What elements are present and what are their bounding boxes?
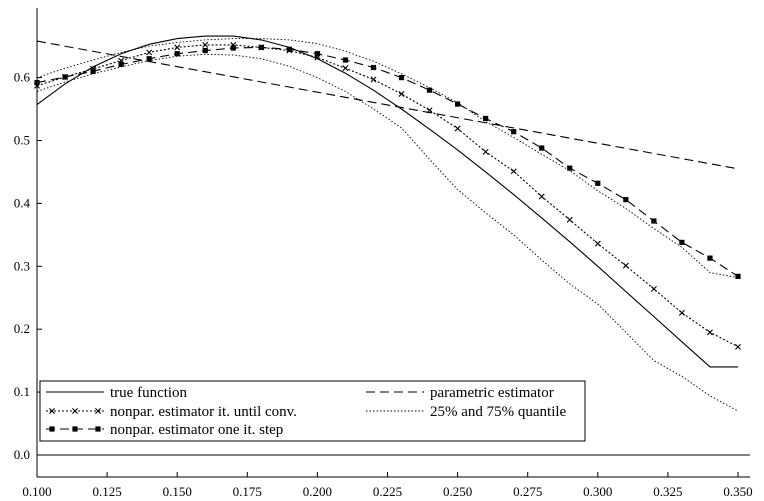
legend-label: true function <box>110 385 188 401</box>
x-tick-label: 0.275 <box>513 484 542 499</box>
data-point <box>651 218 657 224</box>
data-point <box>538 193 545 200</box>
legend-label: parametric estimator <box>430 385 554 401</box>
data-point <box>370 76 377 83</box>
data-point <box>595 180 601 186</box>
series-5 <box>36 53 739 412</box>
legend-item: 25% and 75% quantile <box>366 404 567 420</box>
legend: true function parametric estimator nonpar.… <box>39 380 586 442</box>
data-point <box>455 101 461 107</box>
data-point <box>454 125 461 132</box>
data-point <box>566 216 573 223</box>
legend-marker <box>72 426 78 432</box>
data-point <box>90 68 96 74</box>
series-line <box>36 35 738 368</box>
data-point <box>706 329 713 336</box>
x-tick-label: 0.350 <box>723 484 752 499</box>
axes: 0.100 0.125 0.150 0.175 0.200 0.225 0.250 0.275… <box>14 8 753 499</box>
legend-box <box>39 380 586 442</box>
series-4 <box>36 38 739 279</box>
data-point <box>146 56 152 62</box>
series-3 <box>34 44 741 279</box>
x-tick-label: 0.300 <box>583 484 612 499</box>
series-1 <box>34 41 741 350</box>
y-tick-label: 0.1 <box>14 384 30 399</box>
data-point <box>678 309 685 316</box>
data-point <box>679 239 685 245</box>
series-line <box>36 44 739 348</box>
series-line <box>36 53 739 412</box>
data-point <box>62 74 68 80</box>
series-2 <box>36 40 739 170</box>
y-tick-label: 0.2 <box>14 321 30 336</box>
legend-label: nonpar. estimator one it. step <box>110 422 283 438</box>
legend-marker <box>72 408 78 414</box>
legend-marker <box>95 426 101 432</box>
series-line <box>36 40 739 170</box>
data-point <box>623 197 629 203</box>
x-tick-label: 0.225 <box>373 484 402 499</box>
data-point <box>426 87 433 93</box>
data-point <box>539 145 545 151</box>
x-tick-label: 0.200 <box>303 484 332 499</box>
legend-item: parametric estimator <box>366 385 554 401</box>
data-point <box>314 51 320 57</box>
legend-item: nonpar. estimator one it. step <box>46 422 283 438</box>
data-point <box>594 240 601 247</box>
x-tick-label: 0.100 <box>22 484 51 499</box>
data-point <box>202 41 209 48</box>
legend-item: nonpar. estimator it. until conv. <box>46 404 297 420</box>
legend-marker <box>95 408 101 414</box>
y-tick-label: 0.6 <box>14 70 31 85</box>
data-point <box>622 262 629 269</box>
y-tick-label: 0.0 <box>14 447 30 462</box>
data-point <box>650 285 657 292</box>
legend-item: true function <box>46 385 188 401</box>
legend-label: 25% and 75% quantile <box>430 404 567 420</box>
data-point <box>174 51 180 57</box>
data-point <box>482 148 489 155</box>
data-point <box>483 115 489 122</box>
legend-marker <box>49 426 55 432</box>
legend-marker <box>49 408 55 414</box>
x-tick-label: 0.150 <box>163 484 192 499</box>
x-tick-label: 0.250 <box>443 484 472 499</box>
data-point <box>146 49 153 56</box>
data-point <box>370 64 377 71</box>
data-point <box>230 45 236 51</box>
data-point <box>342 57 349 63</box>
data-point <box>398 75 405 81</box>
data-point <box>511 129 517 135</box>
data-point <box>174 44 181 51</box>
data-point <box>707 255 713 261</box>
data-point <box>398 90 405 97</box>
x-tick-label: 0.175 <box>233 484 262 499</box>
y-tick-label: 0.4 <box>14 195 31 210</box>
series-layer <box>34 35 741 412</box>
y-tick-label: 0.3 <box>14 258 30 273</box>
legend-label: nonpar. estimator it. until conv. <box>110 404 297 420</box>
data-point <box>342 65 349 72</box>
data-point <box>567 165 573 171</box>
y-tick-label: 0.5 <box>14 133 30 148</box>
data-point <box>34 80 40 86</box>
data-point <box>286 46 292 52</box>
x-tick-label: 0.125 <box>92 484 121 499</box>
x-tick-label: 0.325 <box>653 484 682 499</box>
data-point <box>735 343 741 350</box>
data-point <box>118 61 124 67</box>
data-point <box>510 168 517 175</box>
data-point <box>735 273 741 279</box>
data-point <box>258 44 264 51</box>
series-line <box>36 38 739 279</box>
series-line <box>36 46 739 277</box>
series-0 <box>36 35 738 368</box>
data-point <box>202 47 208 54</box>
